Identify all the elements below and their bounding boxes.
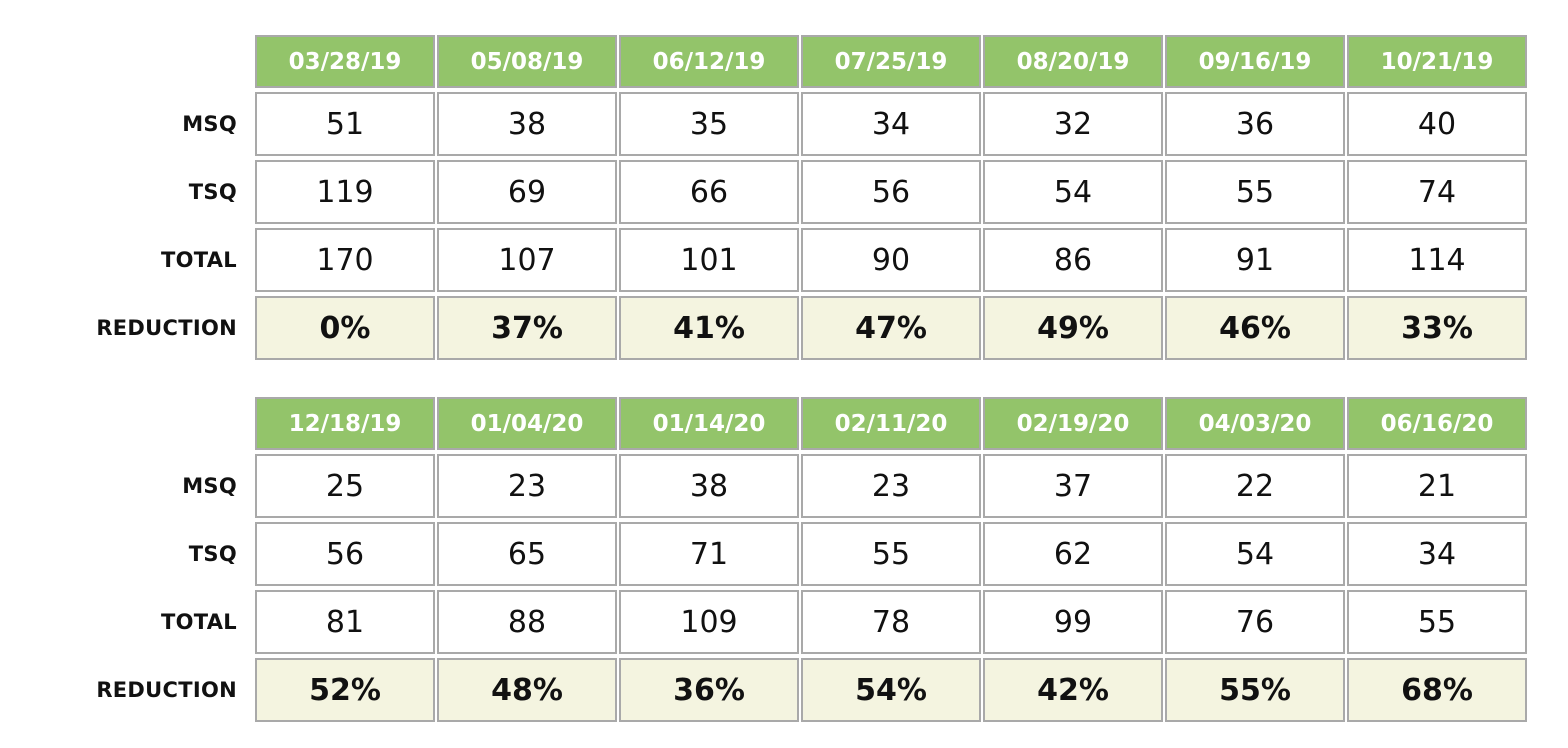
table-cell: 74 xyxy=(1347,160,1527,224)
msq-row: MSQ 25 23 38 23 37 22 21 xyxy=(0,454,1568,518)
date-header: 05/08/19 xyxy=(437,35,617,88)
row-label-tsq: TSQ xyxy=(188,542,237,566)
reduction-row: REDUCTION 52% 48% 36% 54% 42% 55% 68% xyxy=(0,658,1568,722)
table-cell: 21 xyxy=(1347,454,1527,518)
reduction-cell: 41% xyxy=(619,296,799,360)
tsq-row: TSQ 119 69 66 56 54 55 74 xyxy=(0,160,1568,224)
date-header: 02/19/20 xyxy=(983,397,1163,450)
table-cell: 86 xyxy=(983,228,1163,292)
table-cell: 81 xyxy=(255,590,435,654)
reduction-cell: 52% xyxy=(255,658,435,722)
reduction-cell: 55% xyxy=(1165,658,1345,722)
table-cell: 101 xyxy=(619,228,799,292)
table-cell: 38 xyxy=(619,454,799,518)
table-cell: 25 xyxy=(255,454,435,518)
msq-row: MSQ 51 38 35 34 32 36 40 xyxy=(0,92,1568,156)
table-cell: 32 xyxy=(983,92,1163,156)
table-cell: 23 xyxy=(437,454,617,518)
reduction-cell: 49% xyxy=(983,296,1163,360)
row-label-tsq: TSQ xyxy=(188,180,237,204)
row-label-msq: MSQ xyxy=(182,112,237,136)
table-cell: 34 xyxy=(801,92,981,156)
table-cell: 55 xyxy=(1165,160,1345,224)
date-header: 01/04/20 xyxy=(437,397,617,450)
reduction-cell: 54% xyxy=(801,658,981,722)
reduction-cell: 33% xyxy=(1347,296,1527,360)
table-cell: 37 xyxy=(983,454,1163,518)
table-cell: 90 xyxy=(801,228,981,292)
date-header: 02/11/20 xyxy=(801,397,981,450)
table-cell: 109 xyxy=(619,590,799,654)
table-cell: 88 xyxy=(437,590,617,654)
date-header: 10/21/19 xyxy=(1347,35,1527,88)
date-header: 06/12/19 xyxy=(619,35,799,88)
total-row: TOTAL 170 107 101 90 86 91 114 xyxy=(0,228,1568,292)
table-cell: 56 xyxy=(255,522,435,586)
date-header: 01/14/20 xyxy=(619,397,799,450)
table-cell: 36 xyxy=(1165,92,1345,156)
table-cell: 76 xyxy=(1165,590,1345,654)
date-header: 06/16/20 xyxy=(1347,397,1527,450)
table-cell: 71 xyxy=(619,522,799,586)
date-header: 03/28/19 xyxy=(255,35,435,88)
table-cell: 55 xyxy=(1347,590,1527,654)
reduction-cell: 46% xyxy=(1165,296,1345,360)
table-cell: 107 xyxy=(437,228,617,292)
header-row: 03/28/19 05/08/19 06/12/19 07/25/19 08/2… xyxy=(0,35,1568,88)
table-cell: 34 xyxy=(1347,522,1527,586)
reduction-cell: 0% xyxy=(255,296,435,360)
table-cell: 23 xyxy=(801,454,981,518)
row-label-reduction: REDUCTION xyxy=(96,678,237,702)
table-cell: 35 xyxy=(619,92,799,156)
reduction-cell: 68% xyxy=(1347,658,1527,722)
table-cell: 54 xyxy=(1165,522,1345,586)
row-label-total: TOTAL xyxy=(160,248,237,272)
row-label-msq: MSQ xyxy=(182,474,237,498)
date-header: 07/25/19 xyxy=(801,35,981,88)
table-cell: 40 xyxy=(1347,92,1527,156)
row-label-total: TOTAL xyxy=(160,610,237,634)
table-cell: 22 xyxy=(1165,454,1345,518)
total-row: TOTAL 81 88 109 78 99 76 55 xyxy=(0,590,1568,654)
reduction-cell: 47% xyxy=(801,296,981,360)
header-row: 12/18/19 01/04/20 01/14/20 02/11/20 02/1… xyxy=(0,397,1568,450)
reduction-row: REDUCTION 0% 37% 41% 47% 49% 46% 33% xyxy=(0,296,1568,360)
table-cell: 54 xyxy=(983,160,1163,224)
date-header: 08/20/19 xyxy=(983,35,1163,88)
table-cell: 99 xyxy=(983,590,1163,654)
reduction-cell: 36% xyxy=(619,658,799,722)
table-cell: 65 xyxy=(437,522,617,586)
table-cell: 55 xyxy=(801,522,981,586)
table-cell: 170 xyxy=(255,228,435,292)
table-cell: 66 xyxy=(619,160,799,224)
table-cell: 119 xyxy=(255,160,435,224)
table-cell: 62 xyxy=(983,522,1163,586)
reduction-cell: 37% xyxy=(437,296,617,360)
table-cell: 69 xyxy=(437,160,617,224)
table-cell: 51 xyxy=(255,92,435,156)
date-header: 09/16/19 xyxy=(1165,35,1345,88)
tsq-row: TSQ 56 65 71 55 62 54 34 xyxy=(0,522,1568,586)
table-cell: 56 xyxy=(801,160,981,224)
table-cell: 38 xyxy=(437,92,617,156)
table-cell: 78 xyxy=(801,590,981,654)
table-cell: 91 xyxy=(1165,228,1345,292)
date-header: 04/03/20 xyxy=(1165,397,1345,450)
reduction-cell: 48% xyxy=(437,658,617,722)
row-label-reduction: REDUCTION xyxy=(96,316,237,340)
table-cell: 114 xyxy=(1347,228,1527,292)
date-header: 12/18/19 xyxy=(255,397,435,450)
reduction-cell: 42% xyxy=(983,658,1163,722)
